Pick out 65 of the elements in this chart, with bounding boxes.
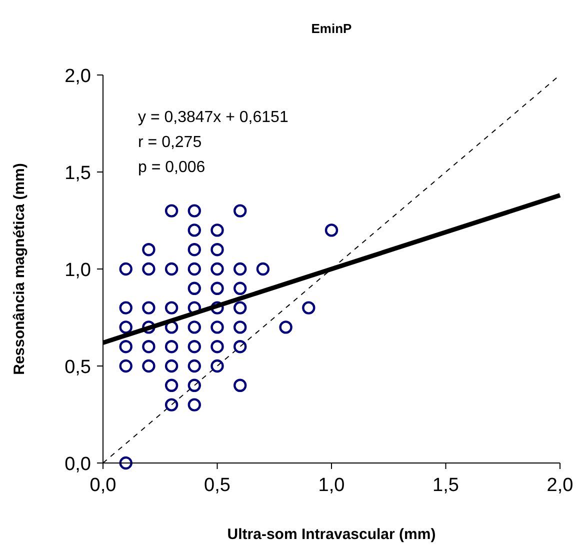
point bbox=[164, 301, 178, 314]
point bbox=[210, 243, 224, 256]
point bbox=[234, 378, 247, 392]
point bbox=[188, 243, 201, 256]
x-tick-label: 1,5 bbox=[432, 475, 459, 496]
y-tick-label: 0,0 bbox=[64, 454, 91, 475]
point bbox=[164, 398, 178, 412]
point bbox=[142, 243, 156, 256]
point bbox=[210, 301, 224, 314]
y-tick-label: 1,0 bbox=[64, 260, 91, 281]
point bbox=[119, 359, 132, 373]
point bbox=[302, 301, 316, 314]
point bbox=[210, 320, 224, 334]
point bbox=[234, 340, 247, 354]
x-tick-label: 0,0 bbox=[90, 475, 116, 496]
point bbox=[210, 262, 224, 276]
point bbox=[234, 301, 247, 314]
annotation: r = 0,275 bbox=[138, 134, 202, 151]
y-tick-label: 1,5 bbox=[64, 163, 91, 184]
point bbox=[234, 204, 247, 218]
annotation: p = 0,006 bbox=[138, 159, 206, 176]
point bbox=[164, 378, 178, 392]
point bbox=[210, 282, 224, 295]
point bbox=[324, 224, 338, 237]
point bbox=[210, 359, 224, 373]
point bbox=[142, 359, 156, 373]
y-tick-label: 0,5 bbox=[64, 357, 91, 378]
point bbox=[164, 204, 178, 218]
point bbox=[188, 224, 201, 237]
x-tick-label: 0,5 bbox=[204, 475, 230, 496]
point bbox=[234, 282, 247, 295]
point bbox=[188, 398, 201, 412]
point bbox=[142, 340, 156, 354]
y-tick-label: 2,0 bbox=[64, 66, 91, 87]
point bbox=[188, 320, 201, 334]
x-tick-label: 1,0 bbox=[318, 475, 345, 496]
point bbox=[234, 320, 247, 334]
point bbox=[210, 224, 224, 237]
y-axis-title: Ressonância magnética (mm) bbox=[11, 163, 28, 375]
point bbox=[188, 282, 201, 295]
point bbox=[234, 262, 247, 276]
point bbox=[210, 340, 224, 354]
point bbox=[142, 301, 156, 314]
point bbox=[164, 262, 178, 276]
point bbox=[188, 359, 201, 373]
annotation: y = 0,3847x + 0,6151 bbox=[138, 109, 288, 126]
point bbox=[142, 262, 156, 276]
point bbox=[119, 301, 132, 314]
point bbox=[188, 378, 201, 392]
point bbox=[279, 320, 292, 334]
chart-title: EminP bbox=[311, 21, 352, 36]
point bbox=[256, 262, 270, 276]
point bbox=[188, 262, 201, 276]
x-tick-label: 2,0 bbox=[546, 475, 574, 496]
point bbox=[119, 262, 132, 276]
point bbox=[188, 204, 201, 218]
point bbox=[119, 340, 132, 354]
x-axis-title: Ultra-som Intravascular (mm) bbox=[227, 526, 436, 543]
point bbox=[164, 320, 178, 334]
point bbox=[119, 320, 132, 334]
point bbox=[142, 320, 156, 334]
point bbox=[188, 340, 201, 354]
point bbox=[164, 359, 178, 373]
point bbox=[164, 340, 178, 354]
point bbox=[119, 456, 132, 470]
